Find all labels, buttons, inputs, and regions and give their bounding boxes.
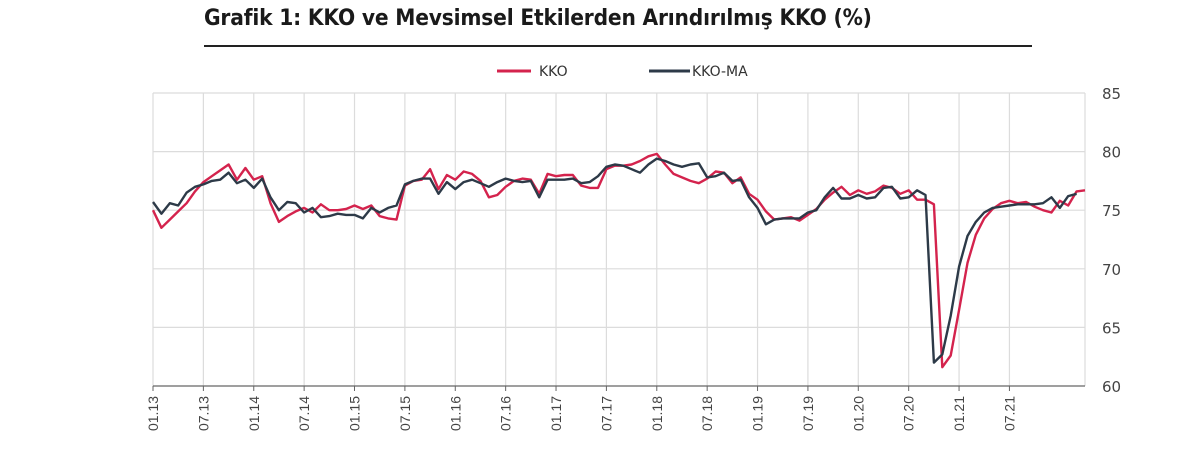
x-tick-label: 07.19 — [800, 396, 816, 431]
chart-title: Grafik 1: KKO ve Mevsimsel Etkilerden Ar… — [204, 6, 872, 31]
legend-label-kko-ma: KKO-MA — [692, 64, 748, 80]
y-tick-label: 70 — [1102, 261, 1121, 279]
x-tick-label: 07.18 — [699, 396, 715, 431]
x-tick-label: 01.14 — [246, 396, 262, 431]
x-tick-label: 07.15 — [397, 396, 413, 431]
y-tick-label: 60 — [1102, 378, 1121, 396]
y-tick-label: 85 — [1102, 85, 1121, 103]
x-tick-label: 01.20 — [850, 396, 866, 431]
x-tick-label: 01.15 — [347, 396, 363, 431]
x-tick-label: 01.17 — [548, 396, 564, 431]
x-tick-label: 07.21 — [1001, 396, 1017, 431]
x-tick-label: 07.20 — [901, 396, 917, 431]
legend: KKO KKO-MA — [497, 64, 748, 80]
x-tick-label: 01.21 — [951, 396, 967, 431]
x-tick-label: 01.13 — [145, 396, 161, 431]
y-tick-label: 80 — [1102, 144, 1121, 162]
series-kko-line — [151, 152, 1086, 369]
axes: 60 65 70 75 80 85 01.13 07.13 01.14 07.14 01.15 07.… — [145, 85, 1121, 431]
x-tick-label: 01.19 — [750, 396, 766, 431]
data-series — [151, 152, 1086, 369]
x-tick-label: 01.18 — [649, 396, 665, 431]
title-underline — [204, 45, 1032, 47]
x-tick-label: 07.17 — [598, 396, 614, 431]
y-tick-label: 65 — [1102, 319, 1121, 337]
y-tick-label: 75 — [1102, 202, 1121, 220]
legend-label-kko: KKO — [539, 64, 568, 80]
x-tick-label: 07.13 — [195, 396, 211, 431]
x-tick-label: 01.16 — [447, 396, 463, 431]
series-kko-ma-line — [152, 157, 1077, 364]
x-tick-label: 07.14 — [296, 396, 312, 431]
x-tick-label: 07.16 — [498, 396, 514, 431]
